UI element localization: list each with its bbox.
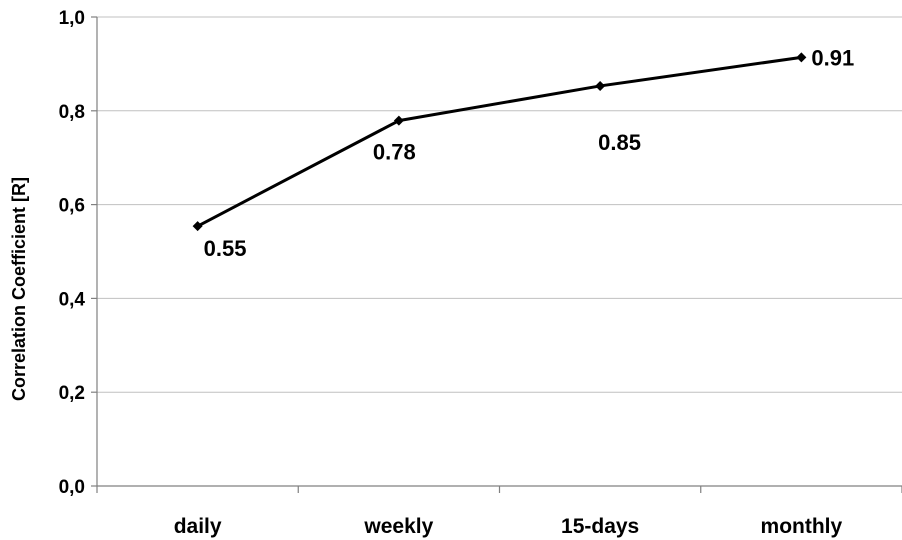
data-point-1 <box>393 115 404 126</box>
data-label-1: 0.78 <box>373 140 416 165</box>
y-tick-label-2: 0,4 <box>59 289 86 310</box>
labels: 0.55 0.78 0.85 0.91 <box>204 45 855 261</box>
data-label-2: 0.85 <box>598 130 641 155</box>
x-tick-label-3: monthly <box>761 515 843 538</box>
series <box>192 52 807 232</box>
series-line-0 <box>196 55 802 228</box>
x-tick-label-2: 15-days <box>561 515 639 538</box>
axes: 0,0 0,2 0,4 0,6 0,8 1,0 daily weekly 15-days mont… <box>59 8 902 538</box>
data-point-3 <box>796 52 807 63</box>
y-tick-label-1: 0,2 <box>59 383 85 404</box>
x-tick-label-0: daily <box>174 515 222 538</box>
y-tick-label-5: 1,0 <box>59 8 85 29</box>
data-label-0: 0.55 <box>204 236 247 261</box>
y-tick-label-3: 0,6 <box>59 196 85 217</box>
data-point-2 <box>595 80 606 91</box>
y-tick-label-4: 0,8 <box>59 102 85 123</box>
gridlines <box>97 16 902 393</box>
x-tick-label-1: weekly <box>363 515 433 538</box>
data-label-3: 0.91 <box>811 45 854 70</box>
data-point-0 <box>192 221 203 232</box>
y-tick-label-0: 0,0 <box>59 477 85 498</box>
y-axis-title: Correlation Coefficient [R] <box>9 177 29 401</box>
